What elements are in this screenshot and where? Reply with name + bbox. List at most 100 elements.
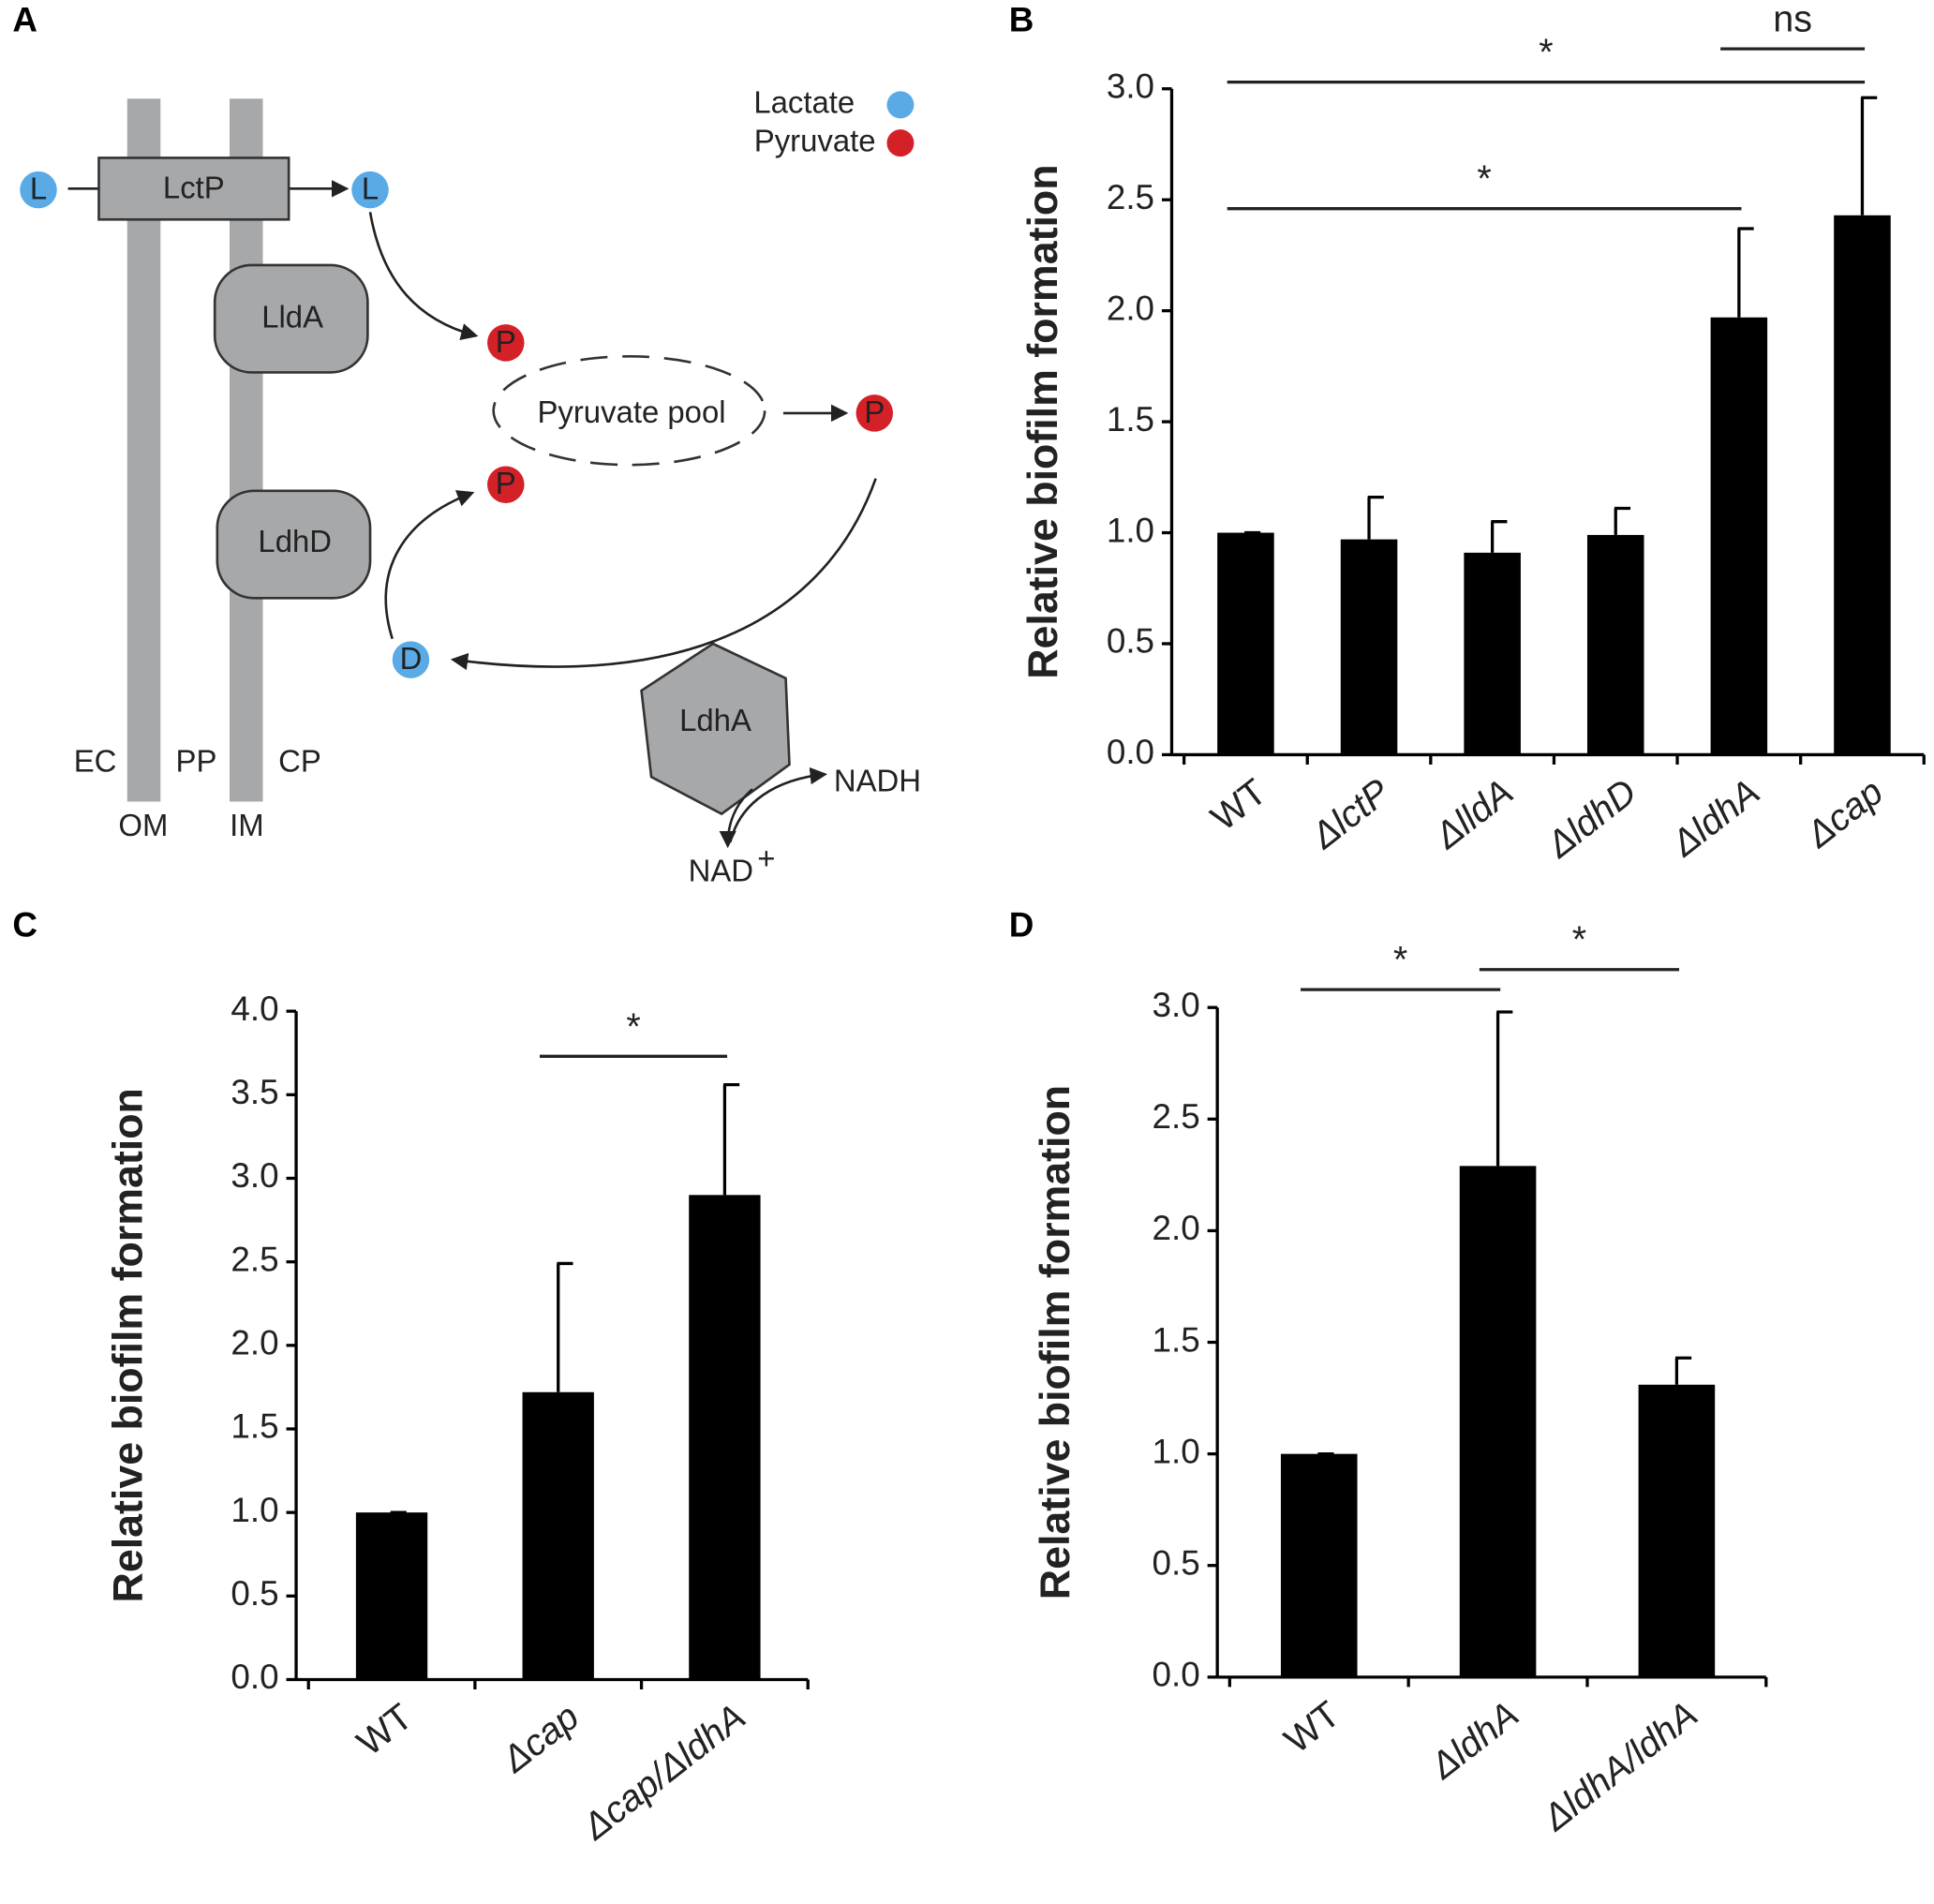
legend-label: Pyruvate xyxy=(754,123,876,157)
pool xyxy=(492,355,766,467)
lactate xyxy=(351,171,389,209)
compartment-label: CP xyxy=(278,743,321,778)
bar xyxy=(1280,1453,1358,1677)
pyruvate xyxy=(855,394,894,432)
panel-label: A xyxy=(12,0,37,38)
legend-swatch xyxy=(886,91,915,119)
arrow xyxy=(729,766,828,843)
enzyme-label: LldA xyxy=(261,300,323,335)
cofactor-label: NAD xyxy=(689,853,753,887)
pyruvate-label: P xyxy=(496,466,516,500)
y-tick-label: 3.0 xyxy=(231,1156,278,1195)
bar xyxy=(1834,215,1891,755)
y-tick-label: 3.0 xyxy=(1107,67,1154,105)
arrow xyxy=(384,490,475,640)
bar xyxy=(522,1391,594,1680)
y-tick-label: 1.5 xyxy=(1153,1320,1200,1359)
x-tick-label: Δcap/ΔldhA xyxy=(574,1696,753,1848)
y-tick-label: 2.0 xyxy=(231,1324,278,1362)
y-tick-label: 0.0 xyxy=(1107,733,1154,771)
lactate-label: L xyxy=(30,171,47,206)
y-axis-label: Relative biofilm formation xyxy=(1032,1085,1079,1599)
membrane-label: OM xyxy=(118,808,168,842)
y-tick-label: 2.5 xyxy=(231,1240,278,1278)
bar xyxy=(355,1512,428,1680)
y-tick-label: 0.0 xyxy=(1153,1656,1200,1694)
y-axis-label: Relative biofilm formation xyxy=(105,1088,152,1602)
arrow xyxy=(368,212,479,341)
x-tick-label: ΔlctP xyxy=(1303,771,1398,858)
compartment-label: PP xyxy=(176,743,217,778)
x-tick-label: ΔldhD xyxy=(1539,771,1644,867)
bar xyxy=(1464,552,1521,755)
compartment-label: EC xyxy=(74,743,117,778)
enzyme xyxy=(640,642,791,816)
lactate-label: D xyxy=(400,641,423,676)
y-tick-label: 4.0 xyxy=(231,989,278,1028)
x-tick-label: Δcap xyxy=(1798,771,1891,856)
x-tick-label: WT xyxy=(350,1696,420,1763)
x-tick-label: ΔldhA xyxy=(1663,771,1767,865)
y-tick-label: 0.5 xyxy=(231,1574,278,1613)
y-tick-label: 3.0 xyxy=(1153,986,1200,1024)
lactate-label: L xyxy=(362,171,379,206)
y-tick-label: 0.5 xyxy=(1153,1543,1200,1582)
enzyme-label: LdhD xyxy=(258,524,332,558)
cofactor-label: NADH xyxy=(834,763,921,797)
y-axis-label: Relative biofilm formation xyxy=(1019,164,1066,678)
significance-label: * xyxy=(1572,919,1586,960)
pyruvate-label: P xyxy=(864,394,885,429)
x-tick-label: ΔldhA/ldhA xyxy=(1535,1693,1705,1839)
cofactor-charge: + xyxy=(757,840,775,875)
x-tick-label: Δcap xyxy=(494,1696,587,1781)
x-tick-label: WT xyxy=(1203,771,1273,839)
significance-label: * xyxy=(1477,158,1491,200)
x-tick-label: ΔldhA xyxy=(1422,1693,1526,1787)
lactate xyxy=(392,641,430,678)
pyruvate xyxy=(487,466,525,503)
significance-label: * xyxy=(626,1006,640,1048)
bar xyxy=(1638,1384,1716,1677)
bar xyxy=(689,1195,761,1680)
x-tick-label: WT xyxy=(1277,1693,1347,1761)
diagram: A LctP LldA LdhD LdhA Pyruvate pool L L … xyxy=(12,0,921,887)
y-tick-label: 2.0 xyxy=(1107,289,1154,327)
arrow xyxy=(719,788,753,849)
bar xyxy=(1710,317,1768,755)
legend-swatch xyxy=(886,129,915,157)
panel-label: B xyxy=(1009,0,1034,38)
pyruvate-label: P xyxy=(496,324,516,359)
transporter xyxy=(97,156,290,221)
bar xyxy=(1586,534,1644,755)
y-tick-label: 1.0 xyxy=(231,1491,278,1529)
x-tick-label: ΔlldA xyxy=(1426,771,1521,857)
membrane-label: IM xyxy=(230,808,264,842)
significance-label: * xyxy=(1393,940,1407,981)
y-tick-label: 0.0 xyxy=(231,1658,278,1696)
y-tick-label: 2.0 xyxy=(1153,1209,1200,1247)
y-tick-label: 1.5 xyxy=(231,1407,278,1446)
bar xyxy=(1340,539,1398,755)
significance-label: ns xyxy=(1773,0,1812,40)
y-tick-label: 2.5 xyxy=(1153,1097,1200,1136)
pyruvate xyxy=(487,324,525,362)
y-tick-label: 1.5 xyxy=(1107,400,1154,439)
pool-label: Pyruvate pool xyxy=(537,394,725,429)
panel-label: D xyxy=(1009,905,1034,944)
bar xyxy=(1459,1166,1537,1677)
bar xyxy=(1217,532,1274,755)
arrow xyxy=(450,478,877,671)
y-tick-label: 2.5 xyxy=(1107,178,1154,216)
y-tick-label: 0.5 xyxy=(1107,622,1154,661)
panel-label: C xyxy=(12,905,37,944)
y-tick-label: 1.0 xyxy=(1107,511,1154,549)
y-tick-label: 1.0 xyxy=(1153,1432,1200,1470)
lactate xyxy=(20,171,57,209)
transporter-label: LctP xyxy=(163,170,225,204)
legend-label: Lactate xyxy=(753,85,855,120)
enzyme-label: LdhA xyxy=(679,703,751,737)
significance-label: * xyxy=(1539,32,1553,73)
enzyme xyxy=(213,263,369,374)
